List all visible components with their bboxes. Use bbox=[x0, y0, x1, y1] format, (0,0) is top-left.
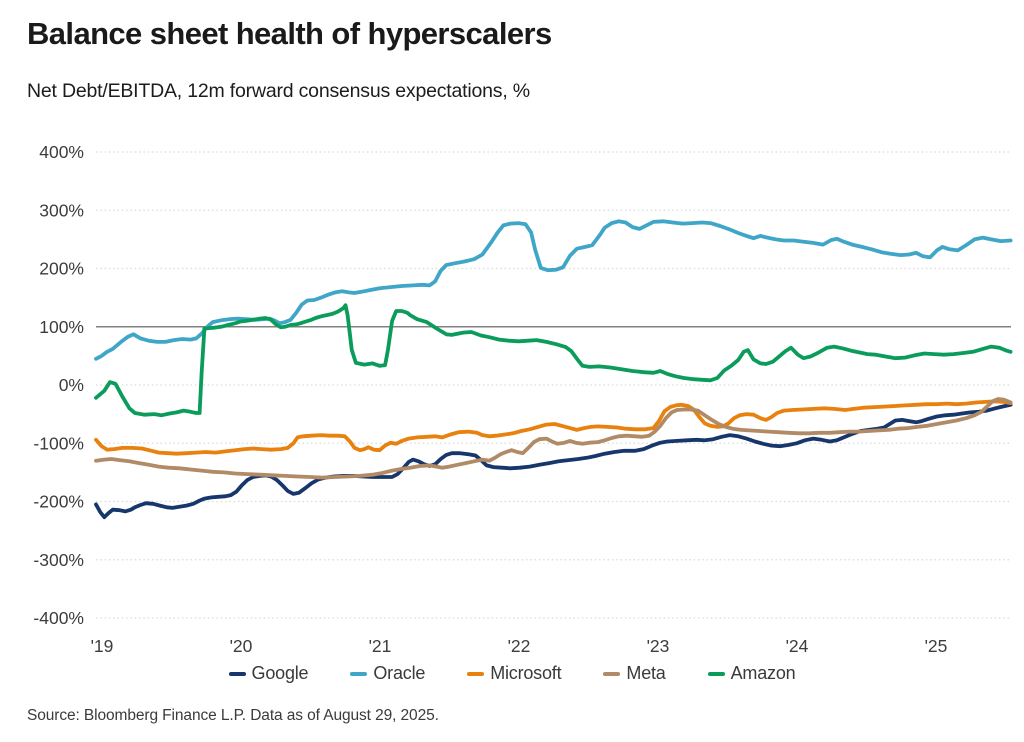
x-axis-tick-label: '22 bbox=[508, 636, 531, 656]
x-axis-tick-label: '23 bbox=[647, 636, 670, 656]
legend-item-amazon: Amazon bbox=[707, 663, 796, 684]
x-axis-tick-label: '25 bbox=[925, 636, 948, 656]
x-axis-tick-label: '20 bbox=[230, 636, 253, 656]
x-axis-tick-label: '24 bbox=[786, 636, 809, 656]
y-axis-tick-label: -400% bbox=[33, 608, 84, 628]
legend-swatch-oracle bbox=[350, 671, 368, 676]
legend-swatch-meta bbox=[603, 671, 621, 676]
chart-legend: Google Oracle Microsoft Meta Amazon bbox=[0, 663, 1024, 684]
source-note: Source: Bloomberg Finance L.P. Data as o… bbox=[27, 707, 439, 724]
legend-label: Microsoft bbox=[490, 663, 562, 683]
x-axis-tick-label: '19 bbox=[91, 636, 114, 656]
series-line-meta bbox=[94, 397, 1013, 480]
legend-label: Oracle bbox=[373, 663, 426, 683]
y-axis-tick-label: 0% bbox=[59, 375, 84, 395]
y-axis-tick-label: -100% bbox=[33, 433, 84, 453]
legend-label: Meta bbox=[626, 663, 666, 683]
y-axis-tick-label: 200% bbox=[39, 259, 84, 279]
x-axis-tick-label: '21 bbox=[369, 636, 392, 656]
legend-label: Amazon bbox=[730, 663, 796, 683]
y-axis-tick-label: -200% bbox=[33, 492, 84, 512]
series-line-amazon bbox=[94, 303, 1013, 418]
legend-item-meta: Meta bbox=[603, 663, 666, 684]
y-axis-tick-label: 100% bbox=[39, 317, 84, 337]
series-line-google bbox=[94, 402, 1013, 520]
legend-label: Google bbox=[251, 663, 309, 683]
legend-item-google: Google bbox=[228, 663, 309, 684]
legend-swatch-microsoft bbox=[467, 671, 485, 676]
y-axis-tick-label: 400% bbox=[39, 142, 84, 162]
series-line-oracle bbox=[94, 219, 1013, 361]
chart-subtitle: Net Debt/EBITDA, 12m forward consensus e… bbox=[27, 80, 530, 102]
series-line-microsoft bbox=[94, 399, 1013, 456]
page-title: Balance sheet health of hyperscalers bbox=[27, 16, 552, 51]
y-axis-tick-label: -300% bbox=[33, 550, 84, 570]
y-axis-tick-label: 300% bbox=[39, 200, 84, 220]
legend-item-microsoft: Microsoft bbox=[467, 663, 562, 684]
legend-item-oracle: Oracle bbox=[350, 663, 425, 684]
legend-swatch-google bbox=[228, 671, 246, 676]
legend-swatch-amazon bbox=[707, 671, 725, 676]
